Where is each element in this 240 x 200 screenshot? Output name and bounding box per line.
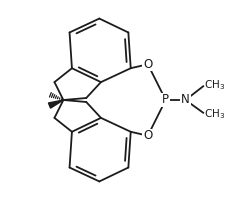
Text: CH$_3$: CH$_3$ bbox=[204, 78, 226, 92]
Polygon shape bbox=[48, 100, 63, 108]
Text: P: P bbox=[162, 93, 169, 106]
Text: N: N bbox=[181, 93, 190, 106]
Text: O: O bbox=[143, 58, 152, 71]
Text: CH$_3$: CH$_3$ bbox=[204, 107, 226, 121]
Text: O: O bbox=[143, 129, 152, 142]
